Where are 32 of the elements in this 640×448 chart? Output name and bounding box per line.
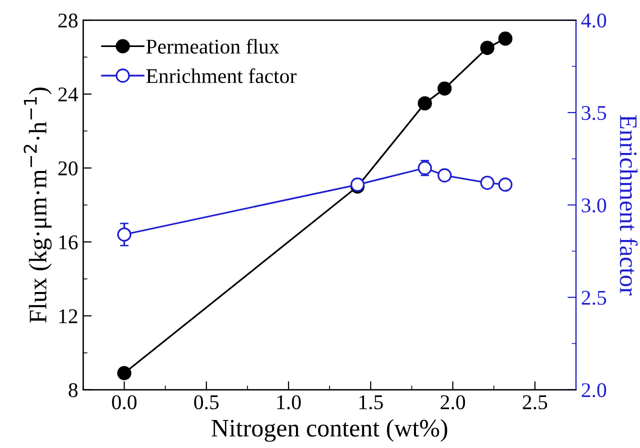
y-tick-label: 16: [59, 235, 78, 250]
point: [117, 227, 132, 242]
y2-tick-label: 2.5: [582, 290, 606, 305]
y2-tick-label: 3.5: [582, 106, 606, 120]
x-tick-label: 2.0: [440, 395, 466, 410]
point: [498, 32, 512, 46]
x-tick-label: 0.5: [194, 395, 219, 410]
y-tick-label: 28: [58, 14, 78, 28]
y2-tick-label: 3.0: [582, 198, 606, 212]
y-tick-label: 8: [68, 383, 78, 398]
x-axis-title: Nitrogen content (wt%): [212, 419, 448, 442]
x-tick-label: 2.5: [522, 395, 548, 410]
point: [498, 178, 512, 192]
y2-tick-label: 4.0: [581, 14, 606, 28]
y-tick-label: 12: [59, 309, 78, 324]
y-axis-title: Flux (kg·μm·m$^{−2}$·h$^{−1}$): [24, 88, 52, 323]
x-tick-label: 0.0: [112, 395, 136, 410]
point: [117, 366, 132, 380]
point: [480, 40, 494, 55]
y-tick-label: 24: [58, 88, 78, 102]
point: [418, 96, 432, 110]
point: [480, 176, 494, 190]
point: [438, 168, 452, 182]
point: [438, 81, 452, 96]
y2-tick-label: 2.0: [582, 383, 606, 398]
x-tick-label: 1.0: [277, 395, 301, 410]
y-tick-label: 20: [58, 161, 78, 176]
x-tick-label: 1.5: [359, 395, 383, 410]
point: [418, 160, 432, 176]
y2-axis-title: Enrichment factor: [620, 115, 638, 296]
legend-label: Enrichment factor: [146, 68, 296, 84]
legend-label: Permeation flux: [146, 38, 280, 54]
